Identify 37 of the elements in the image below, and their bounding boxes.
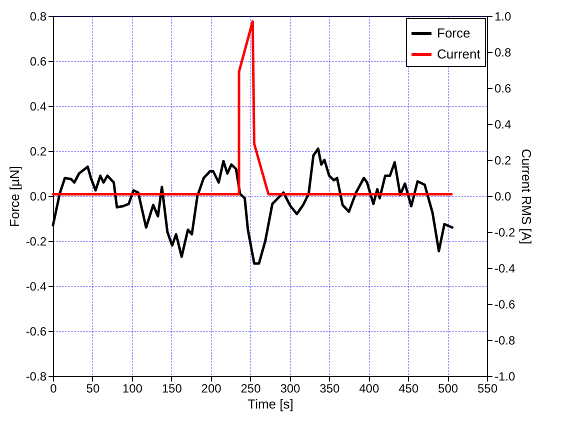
y2-tick-label: 0.4 bbox=[494, 118, 512, 132]
y2-tick-label: 0.8 bbox=[494, 46, 512, 60]
x-tick-label: 500 bbox=[438, 382, 458, 396]
legend-label: Current bbox=[437, 46, 481, 62]
y-tick-label: 0.4 bbox=[30, 100, 47, 114]
x-tick-label: 0 bbox=[50, 382, 58, 396]
y-tick-label: 0.2 bbox=[30, 144, 47, 158]
y2-tick-label: -0.2 bbox=[494, 226, 516, 240]
y-axis-title: Force [µN] bbox=[6, 166, 22, 227]
y2-tick-label: -0.4 bbox=[494, 262, 516, 276]
x-tick-label: 450 bbox=[398, 382, 419, 396]
y-tick-label: -0.8 bbox=[26, 370, 47, 384]
y2-axis-title: Current RMS [A] bbox=[519, 148, 534, 244]
x-tick-label: 200 bbox=[201, 382, 222, 396]
x-tick-label: 250 bbox=[240, 382, 262, 396]
x-tick-label: 150 bbox=[162, 382, 182, 396]
x-tick-label: 100 bbox=[122, 382, 143, 396]
y2-tick-label: 0.6 bbox=[494, 82, 512, 96]
y2-tick-label: -0.6 bbox=[494, 298, 516, 312]
x-tick-label: 50 bbox=[86, 382, 100, 396]
y2-tick-label: 0.2 bbox=[494, 154, 512, 168]
y-tick-label: 0.0 bbox=[30, 190, 47, 204]
x-tick-label: 550 bbox=[477, 382, 498, 396]
legend-label: Force bbox=[437, 26, 470, 40]
y2-tick-label: -0.8 bbox=[494, 334, 516, 348]
y-tick-label: 0.6 bbox=[30, 54, 47, 68]
y2-tick-label: 0.0 bbox=[494, 190, 512, 204]
y-tick-label: -0.4 bbox=[26, 280, 47, 294]
y-tick-label: -0.2 bbox=[26, 234, 47, 248]
x-tick-label: 300 bbox=[280, 382, 301, 396]
x-axis-title: Time [s] bbox=[248, 396, 294, 412]
x-tick-label: 350 bbox=[320, 382, 340, 396]
x-tick-label: 400 bbox=[359, 382, 380, 396]
y-tick-label: -0.6 bbox=[26, 324, 47, 338]
y2-tick-label: -1.0 bbox=[494, 370, 516, 384]
y2-tick-label: 1.0 bbox=[494, 10, 512, 24]
y-tick-label: 0.8 bbox=[30, 10, 47, 24]
